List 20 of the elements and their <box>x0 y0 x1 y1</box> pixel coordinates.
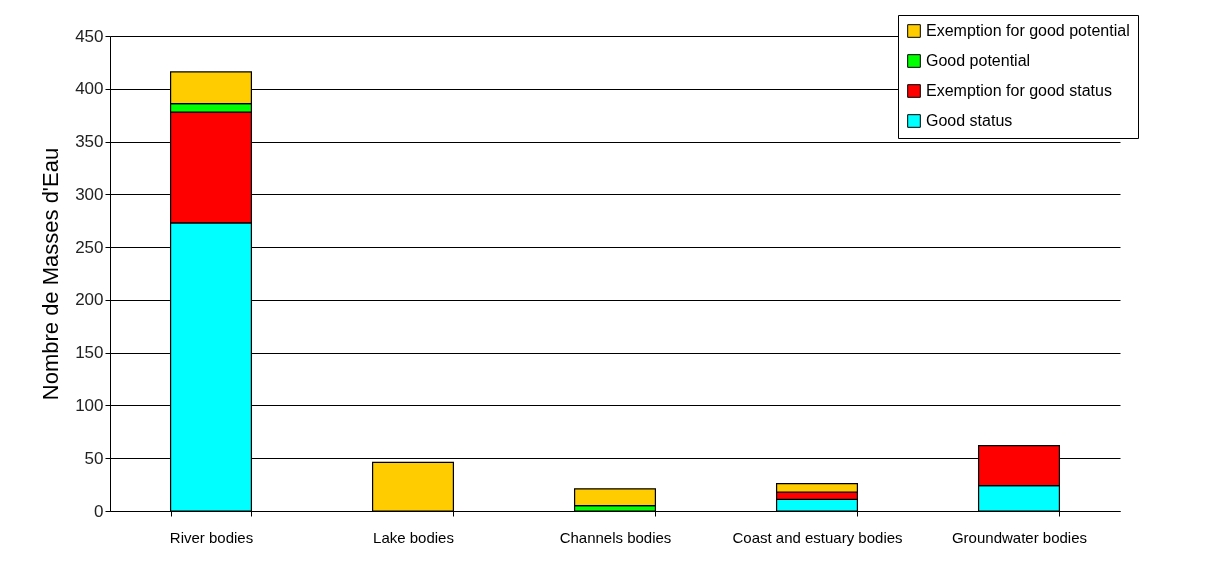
y-axis-title: Nombre de Masses d'Eau <box>38 147 64 401</box>
y-tick-label: 150 <box>75 343 104 363</box>
legend-label: Good potential <box>926 52 1031 69</box>
y-tick-label: 400 <box>75 79 104 99</box>
y-tick-label: 200 <box>75 290 104 310</box>
x-tick-label: Lake bodies <box>373 528 454 546</box>
x-tick-label: Groundwater bodies <box>951 528 1088 546</box>
y-tick-label: 50 <box>84 448 104 468</box>
y-tick-label: 450 <box>75 26 104 46</box>
x-tick-label: Channels bodies <box>559 528 672 546</box>
legend-label: Exemption for good status <box>926 82 1112 99</box>
x-tick-label: River bodies <box>169 528 254 546</box>
y-tick-label: 300 <box>75 184 104 204</box>
legend-label: Exemption for good potential <box>926 22 1130 39</box>
y-tick-label: 100 <box>75 395 104 415</box>
legend-label: Good status <box>926 112 1013 129</box>
y-tick-label: 350 <box>75 132 104 152</box>
y-tick-label: 0 <box>94 501 104 521</box>
x-tick-label: Coast and estuary bodies <box>732 528 903 546</box>
y-tick-label: 250 <box>75 237 104 257</box>
